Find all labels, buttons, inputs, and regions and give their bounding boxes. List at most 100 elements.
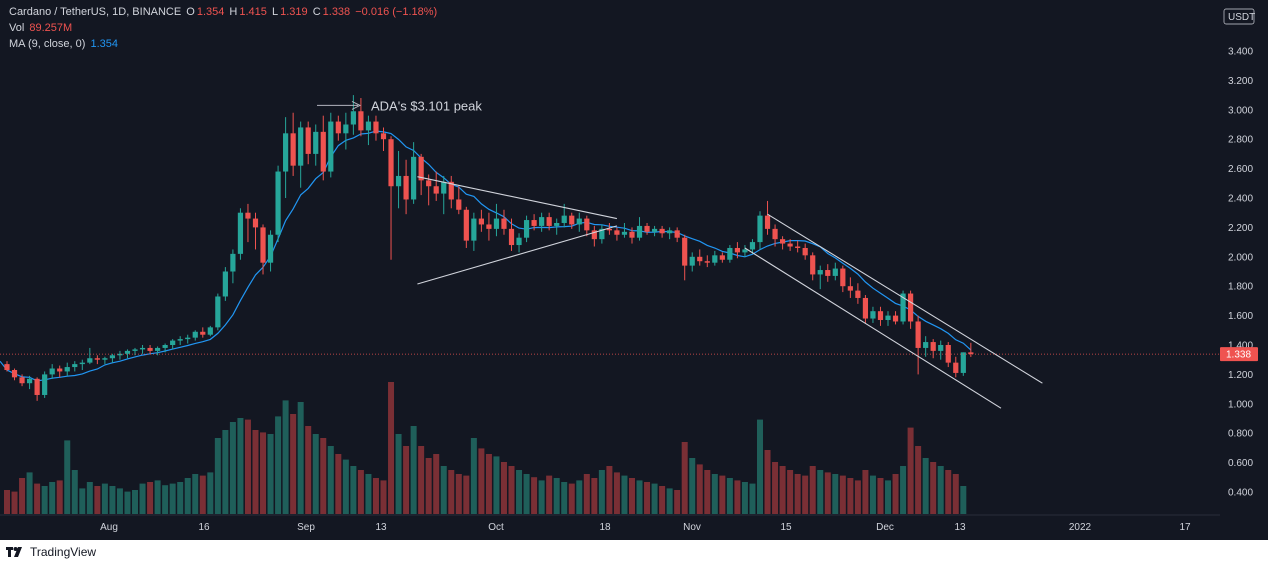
candle-body [320, 131, 326, 172]
volume-bar [839, 475, 846, 514]
volume-bar [244, 419, 251, 514]
volume-bars [4, 382, 967, 514]
volume-header[interactable]: Vol 89.257M [9, 22, 74, 34]
candle-body [11, 369, 18, 378]
volume-bar [802, 475, 809, 514]
volume-bar [681, 442, 688, 514]
candle-body [19, 377, 25, 384]
low-value: 1.319 [280, 6, 308, 18]
volume-bar [267, 434, 274, 514]
volume-bar [4, 490, 10, 514]
volume-bar [847, 478, 854, 514]
volume-bar [659, 486, 666, 514]
volume-bar [260, 432, 267, 514]
candle-body [49, 368, 55, 375]
candle-body [72, 364, 78, 368]
volume-bar [320, 438, 327, 514]
volume-bar [877, 478, 884, 514]
time-tick-label: Sep [297, 522, 315, 533]
time-tick-label: 13 [954, 522, 966, 533]
volume-bar [147, 482, 154, 514]
candle-body [448, 181, 454, 200]
volume-bar [448, 470, 455, 514]
candle-body [651, 228, 658, 232]
price-tick-label: 1.600 [1228, 311, 1253, 322]
candle-body [200, 331, 206, 335]
volume-bar [809, 466, 816, 514]
price-tick-label: 2.000 [1228, 252, 1253, 263]
candle-body [26, 378, 33, 384]
volume-bar [139, 483, 146, 514]
volume-bar [621, 475, 628, 514]
candle-body [697, 256, 703, 262]
candle-body [395, 175, 402, 187]
candle-body [215, 296, 221, 328]
candle-body [94, 358, 100, 360]
time-tick-label: 18 [599, 522, 611, 533]
tradingview-logo[interactable]: TradingView [6, 545, 96, 559]
price-tick-label: 1.000 [1228, 399, 1253, 410]
unit-box [1223, 8, 1255, 25]
candle-body [531, 220, 537, 226]
volume-bar [297, 402, 304, 514]
candle-body [260, 227, 266, 263]
candle-body [659, 228, 665, 234]
volume-bar [493, 456, 500, 514]
volume-bar [568, 483, 575, 514]
trendlines [0, 176, 1220, 409]
close-value: 1.338 [322, 6, 351, 18]
close-label: C [312, 6, 321, 18]
volume-bar [41, 486, 48, 514]
price-tick-label: 1.200 [1228, 370, 1253, 381]
volume-bar [71, 470, 78, 514]
tradingview-brand: TradingView [30, 545, 97, 559]
volume-bar [49, 482, 56, 514]
volume-bar [463, 475, 470, 514]
volume-bar [674, 490, 681, 514]
volume-bar [154, 480, 161, 514]
change-value: −0.016 (−1.18%) [355, 6, 438, 18]
volume-bar [388, 382, 395, 514]
candle-body [456, 199, 462, 210]
volume-bar [523, 474, 530, 514]
volume-bar [19, 478, 26, 514]
price-axis-unit: USDT [1228, 12, 1255, 23]
time-axis[interactable]: Aug 16 Sep 13 Oct 18 Nov 15 Dec 13 2022 17 [0, 514, 1220, 533]
volume-bar [199, 475, 206, 514]
volume-bar [598, 470, 605, 514]
time-tick-label: 15 [780, 522, 792, 533]
time-tick-label: Dec [876, 522, 894, 533]
volume-bar [907, 427, 914, 514]
candle-body [923, 342, 929, 348]
volume-bar [651, 483, 658, 514]
candle-body [139, 347, 146, 350]
ma-header[interactable]: MA (9, close, 0) 1.354 [9, 38, 120, 50]
volume-bar [764, 450, 771, 514]
time-tick-label: 17 [1179, 522, 1191, 533]
candle-body [832, 268, 838, 276]
volume-bar [704, 470, 711, 514]
candle-body [599, 228, 605, 240]
volume-bar [425, 458, 432, 514]
volume-bar [696, 464, 703, 514]
candle-body [230, 253, 236, 272]
symbol-label[interactable]: Cardano / TetherUS, 1D, BINANCE [9, 6, 182, 18]
chart-container: ADA's $3.101 peak USDT 3.400 3.200 3.000 2.8… [0, 0, 1268, 540]
candle-body [877, 311, 884, 321]
trendline [417, 225, 618, 285]
candle-body [358, 111, 364, 131]
price-axis[interactable]: USDT 3.400 3.200 3.000 2.800 2.600 2.400 2.200 2… [1220, 8, 1258, 499]
volume-bar [613, 472, 620, 514]
volume-bar [832, 474, 839, 514]
volume-bar [945, 470, 952, 514]
volume-bar [576, 480, 583, 514]
candle-body [787, 243, 793, 247]
candle-body [779, 239, 786, 244]
volume-bar [64, 440, 71, 514]
volume-bar [132, 490, 139, 514]
candle-body [892, 315, 899, 322]
candle-body [275, 171, 281, 235]
candle-body [4, 364, 10, 370]
volume-bar [749, 483, 756, 514]
candle-body [155, 347, 161, 351]
